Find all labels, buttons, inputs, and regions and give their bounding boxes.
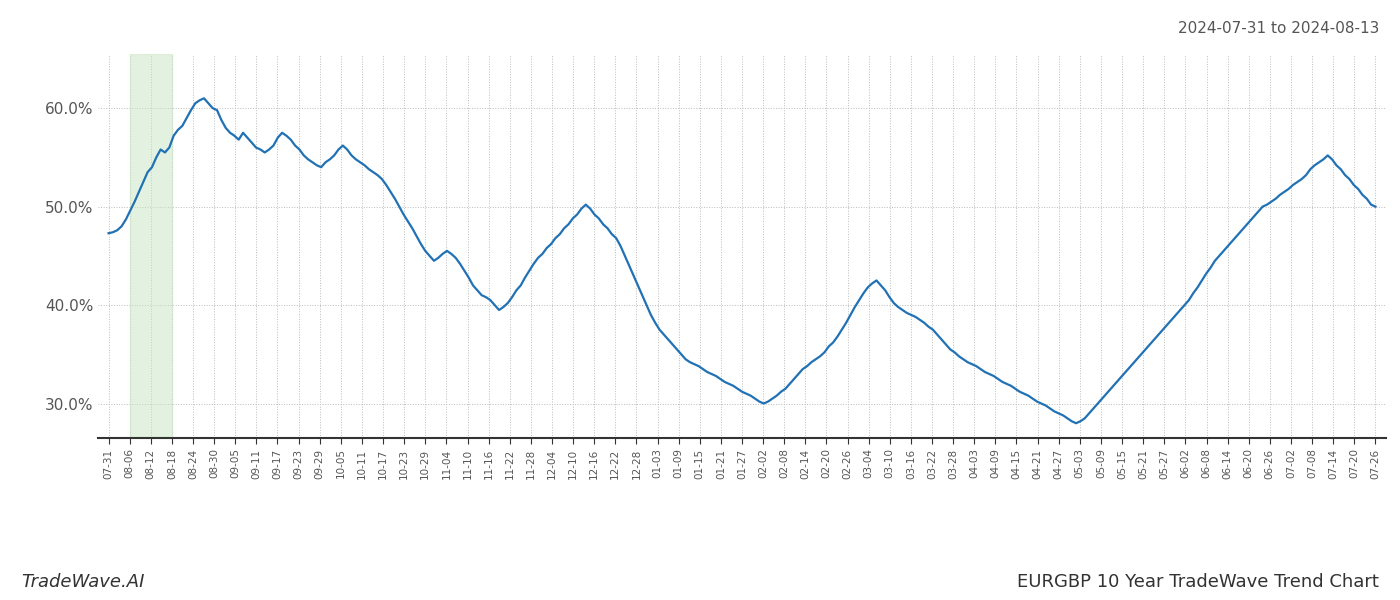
Bar — [130, 54, 172, 438]
Text: EURGBP 10 Year TradeWave Trend Chart: EURGBP 10 Year TradeWave Trend Chart — [1018, 573, 1379, 591]
Text: 2024-07-31 to 2024-08-13: 2024-07-31 to 2024-08-13 — [1177, 21, 1379, 36]
Text: TradeWave.AI: TradeWave.AI — [21, 573, 144, 591]
